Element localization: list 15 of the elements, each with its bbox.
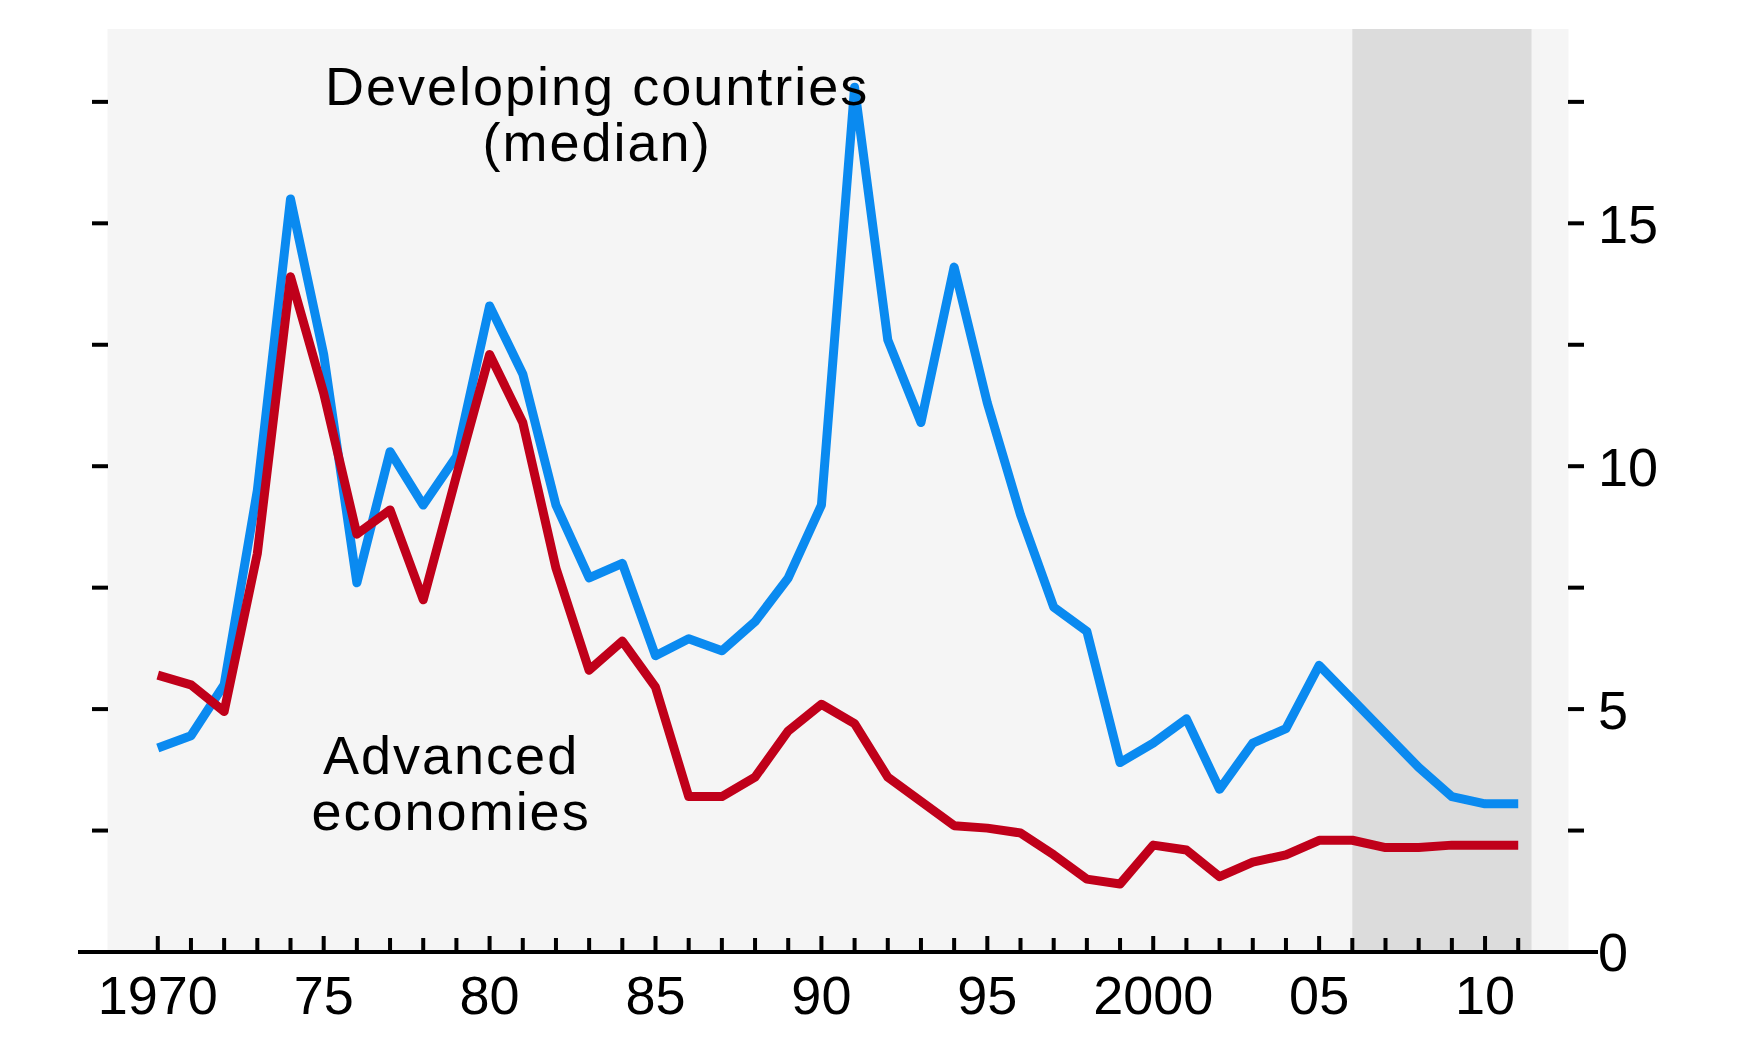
x-tick-label: 85: [625, 965, 686, 1025]
y-tick-label: 5: [1598, 679, 1629, 740]
x-tick-label: 2000: [1093, 965, 1214, 1025]
y-tick-label: 10: [1598, 436, 1659, 497]
series-label: Advanced economies: [311, 724, 591, 842]
x-tick-label: 05: [1289, 965, 1350, 1025]
x-tick-label: 95: [957, 965, 1018, 1025]
x-tick-label: 80: [459, 965, 520, 1025]
x-tick-label: 1970: [97, 965, 218, 1025]
x-tick-label: 75: [293, 965, 354, 1025]
x-tick-label: 10: [1455, 965, 1516, 1025]
x-tick-label: 90: [791, 965, 852, 1025]
y-tick-label: 15: [1598, 193, 1659, 254]
series-label: Developing countries (median): [324, 55, 870, 173]
y-tick-label: 0: [1598, 922, 1629, 983]
